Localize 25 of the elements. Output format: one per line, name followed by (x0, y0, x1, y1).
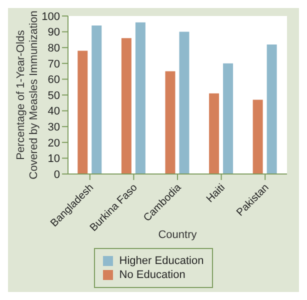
y-axis-title: Percentage of 1-Year-Olds Covered by Measles Immunization (15, 10, 40, 180)
y-tick-label: 30 (48, 122, 60, 134)
y-tick-label: 40 (48, 106, 60, 118)
bar (223, 63, 234, 174)
bar (252, 100, 263, 174)
bar (209, 93, 220, 174)
y-tick-label: 60 (48, 74, 60, 86)
y-tick-label: 100 (42, 10, 60, 23)
bar (135, 22, 146, 174)
y-tick-label: 0 (54, 168, 60, 181)
bar (266, 44, 277, 174)
legend-label: Higher Education (118, 255, 204, 267)
y-tick-label: 50 (48, 90, 60, 102)
bar (179, 32, 190, 174)
y-tick-label: 20 (48, 137, 60, 150)
y-tick-label: 90 (48, 26, 60, 39)
y-tick-label: 10 (48, 153, 60, 166)
legend-label: No Education (118, 269, 186, 281)
bar (165, 71, 176, 174)
bar (78, 50, 88, 174)
y-tick-label: 80 (48, 42, 60, 55)
y-tick-label: 70 (48, 58, 60, 70)
bar (121, 38, 132, 174)
bar (92, 25, 102, 174)
x-axis-title: Country (158, 229, 198, 241)
